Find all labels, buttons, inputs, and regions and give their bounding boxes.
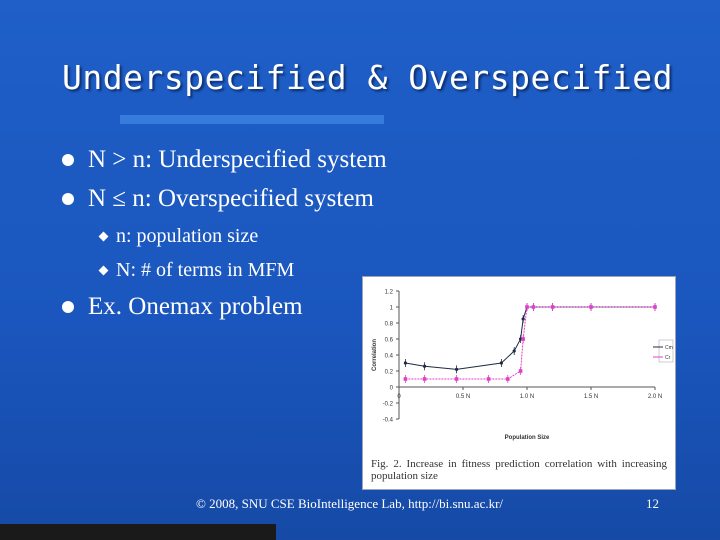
y-tick-label: -0.4 (383, 418, 394, 424)
bullet-text: N > n: Underspecified system (88, 146, 387, 173)
bullet-example: Ex. Onemax problem (62, 293, 303, 321)
bullet-dot-icon (62, 301, 74, 313)
data-point-cr (422, 377, 427, 381)
sub-bullet-terms: N: # of terms in MFM (98, 259, 295, 282)
data-point-cr (454, 377, 459, 381)
y-tick-label: 0.8 (385, 322, 394, 328)
x-tick-label: 0.5 N (456, 394, 470, 400)
bullet-underspecified: N > n: Underspecified system (62, 146, 387, 174)
legend-label-cm: Cm (665, 345, 673, 351)
bullet-text: N ≤ n: Overspecified system (88, 185, 374, 212)
x-tick-label: 0 (397, 394, 401, 400)
data-point-cm (403, 361, 407, 365)
y-tick-label: 1.2 (385, 290, 394, 296)
sub-bullet-population-size: n: population size (98, 225, 259, 248)
bullet-dot-icon (62, 154, 74, 166)
slide-title: Underspecified & Overspecified (62, 58, 674, 97)
figure-caption: Fig. 2. Increase in fitness prediction c… (371, 458, 667, 482)
y-axis-label: Correlation (372, 339, 378, 371)
diamond-bullet-icon (98, 265, 109, 276)
bullet-dot-icon (62, 193, 74, 205)
correlation-figure: 1.2 1 0.8 0.6 0.4 0.2 0 -0.2 -0.4 0 0.5 N 1.0 N 1.5 … (362, 276, 676, 490)
y-tick-label: 0.2 (385, 370, 394, 376)
y-tick-label: -0.2 (383, 402, 394, 408)
data-point-cr (521, 337, 525, 341)
data-point-cr (506, 377, 510, 381)
data-point-cr (653, 305, 657, 309)
x-axis-label: Population Size (505, 435, 550, 441)
data-point-cr (403, 377, 408, 381)
y-tick-label: 0 (390, 386, 394, 392)
data-point-cr (518, 369, 523, 373)
data-point-cm (521, 317, 525, 321)
data-point-cr (531, 305, 536, 309)
data-point-cm (499, 361, 503, 365)
title-underline-bar (120, 115, 384, 124)
footer-copyright: © 2008, SNU CSE BioIntelligence Lab, htt… (196, 496, 504, 511)
sub-bullet-text: N: # of terms in MFM (116, 259, 295, 281)
data-point-cr (550, 305, 555, 309)
sub-bullet-text: n: population size (116, 225, 259, 247)
data-point-cr (525, 305, 529, 309)
data-point-cm (512, 349, 516, 353)
bullet-overspecified: N ≤ n: Overspecified system (62, 185, 374, 213)
data-point-cm (455, 367, 459, 371)
legend-label-cr: Cr (665, 355, 671, 361)
y-tick-label: 1 (390, 306, 394, 312)
x-tick-label: 2.0 N (648, 394, 662, 400)
x-tick-label: 1.0 N (520, 394, 534, 400)
y-tick-label: 0.4 (385, 354, 394, 360)
correlation-chart: 1.210.80.60.40.20-0.2-0.40 0.5 N 1.0 N 1.5 … (372, 290, 674, 441)
series-line-cr (405, 306, 655, 380)
diamond-bullet-icon (98, 231, 109, 242)
y-tick-label: 0.6 (385, 338, 394, 344)
data-point-cm (423, 364, 427, 368)
data-point-cr (486, 377, 491, 381)
x-tick-label: 1.5 N (584, 394, 598, 400)
bullet-text: Ex. Onemax problem (88, 293, 303, 320)
page-number: 12 (646, 496, 659, 511)
bottom-accent-bar (0, 524, 276, 540)
data-point-cr (589, 305, 593, 309)
series-line-cm (405, 306, 655, 370)
